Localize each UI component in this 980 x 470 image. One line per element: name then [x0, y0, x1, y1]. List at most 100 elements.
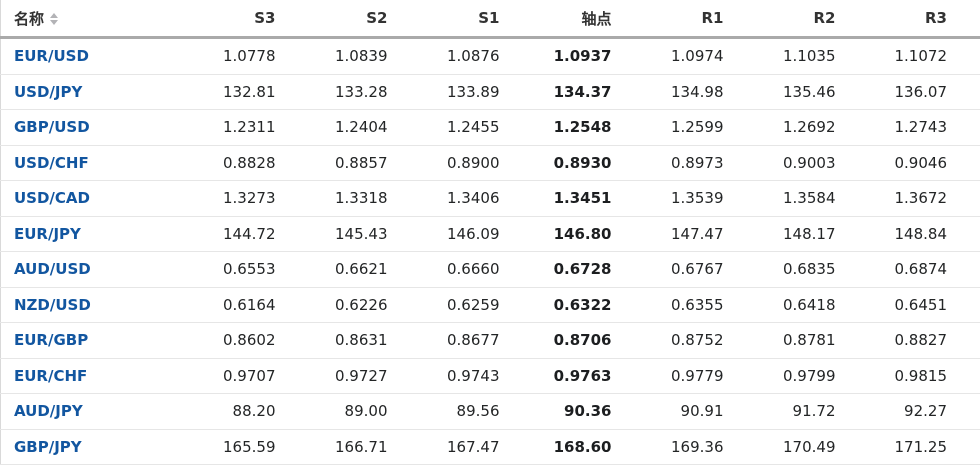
r2-value-cell: 0.9003	[756, 145, 869, 181]
pair-link[interactable]: EUR/USD	[14, 47, 89, 66]
r2-value-cell: 1.3584	[756, 180, 869, 217]
column-header-r2: R2	[756, 0, 869, 39]
r1-value-cell: 1.2599	[644, 109, 757, 146]
s2-value-cell: 1.3318	[308, 180, 421, 217]
r1-value-cell: 0.9779	[644, 358, 757, 394]
table-row: AUD/JPY 88.20 89.00 89.56 90.36 90.91 91.72 92.…	[0, 393, 980, 430]
pair-name-cell: EUR/GBP	[0, 322, 197, 359]
pair-link[interactable]: USD/CAD	[14, 189, 90, 208]
s3-value-cell: 88.20	[196, 393, 309, 430]
r1-value-cell: 0.8752	[644, 322, 757, 359]
s3-value-cell: 1.3273	[196, 180, 309, 217]
s2-value-cell: 89.00	[308, 393, 421, 430]
pivot-value-cell: 1.0937	[532, 37, 645, 75]
s2-value-cell: 0.8631	[308, 322, 421, 359]
r2-value-cell: 135.46	[756, 74, 869, 110]
pair-link[interactable]: GBP/USD	[14, 118, 90, 137]
r3-value-cell: 0.8827	[868, 322, 980, 359]
r3-value-cell: 0.9046	[868, 145, 980, 181]
s2-value-cell: 0.9727	[308, 358, 421, 394]
pair-name-cell: USD/CHF	[0, 145, 197, 181]
s2-value-cell: 145.43	[308, 216, 421, 252]
s1-value-cell: 146.09	[420, 216, 533, 252]
pivot-value-cell: 90.36	[532, 393, 645, 430]
table-body: EUR/USD 1.0778 1.0839 1.0876 1.0937 1.0974 1.1…	[0, 37, 980, 465]
table-row: GBP/JPY 165.59 166.71 167.47 168.60 169.36 170…	[0, 429, 980, 465]
r3-value-cell: 0.9815	[868, 358, 980, 394]
pivot-value-cell: 0.9763	[532, 358, 645, 394]
s2-value-cell: 1.2404	[308, 109, 421, 146]
pair-name-cell: EUR/JPY	[0, 216, 197, 252]
pivot-value-cell: 1.2548	[532, 109, 645, 146]
s1-value-cell: 0.8677	[420, 322, 533, 359]
r1-value-cell: 0.8973	[644, 145, 757, 181]
r2-value-cell: 170.49	[756, 429, 869, 465]
pair-link[interactable]: EUR/JPY	[14, 224, 81, 243]
pivot-value-cell: 1.3451	[532, 180, 645, 217]
r3-value-cell: 148.84	[868, 216, 980, 252]
pair-name-cell: GBP/USD	[0, 109, 197, 146]
s1-value-cell: 1.0876	[420, 37, 533, 75]
column-header-r3: R3	[868, 0, 980, 39]
s3-value-cell: 0.6553	[196, 251, 309, 288]
r2-value-cell: 1.1035	[756, 37, 869, 75]
s1-value-cell: 0.6259	[420, 287, 533, 323]
table-row: USD/CHF 0.8828 0.8857 0.8900 0.8930 0.8973 0.9…	[0, 145, 980, 181]
r1-value-cell: 134.98	[644, 74, 757, 110]
table-row: USD/JPY 132.81 133.28 133.89 134.37 134.98 135…	[0, 74, 980, 110]
pair-link[interactable]: EUR/GBP	[14, 331, 89, 350]
pair-link[interactable]: GBP/JPY	[14, 437, 82, 456]
s2-value-cell: 0.6621	[308, 251, 421, 288]
s3-value-cell: 0.8828	[196, 145, 309, 181]
r1-value-cell: 1.0974	[644, 37, 757, 75]
pivot-value-cell: 0.6322	[532, 287, 645, 323]
table-row: USD/CAD 1.3273 1.3318 1.3406 1.3451 1.3539 1.3…	[0, 180, 980, 217]
s3-value-cell: 165.59	[196, 429, 309, 465]
s3-value-cell: 144.72	[196, 216, 309, 252]
r1-value-cell: 1.3539	[644, 180, 757, 217]
s3-value-cell: 132.81	[196, 74, 309, 110]
column-header-name[interactable]: 名称	[0, 0, 197, 39]
table-row: GBP/USD 1.2311 1.2404 1.2455 1.2548 1.2599 1.2…	[0, 109, 980, 146]
pair-link[interactable]: NZD/USD	[14, 295, 91, 314]
r3-value-cell: 0.6451	[868, 287, 980, 323]
sort-arrows-icon[interactable]	[50, 13, 59, 25]
s2-value-cell: 0.6226	[308, 287, 421, 323]
s1-value-cell: 1.3406	[420, 180, 533, 217]
s3-value-cell: 0.9707	[196, 358, 309, 394]
column-header-s3: S3	[196, 0, 309, 39]
table-row: EUR/JPY 144.72 145.43 146.09 146.80 147.47 148…	[0, 216, 980, 252]
r1-value-cell: 0.6355	[644, 287, 757, 323]
r3-value-cell: 171.25	[868, 429, 980, 465]
pivot-value-cell: 0.8706	[532, 322, 645, 359]
column-header-name-label: 名称	[14, 9, 45, 28]
column-header-s2: S2	[308, 0, 421, 39]
pivot-value-cell: 134.37	[532, 74, 645, 110]
column-header-pivot: 轴点	[532, 0, 645, 39]
pivot-value-cell: 168.60	[532, 429, 645, 465]
pair-link[interactable]: EUR/CHF	[14, 366, 88, 385]
pair-name-cell: NZD/USD	[0, 287, 197, 323]
r2-value-cell: 0.9799	[756, 358, 869, 394]
r3-value-cell: 1.2743	[868, 109, 980, 146]
r2-value-cell: 0.6835	[756, 251, 869, 288]
r1-value-cell: 90.91	[644, 393, 757, 430]
s2-value-cell: 166.71	[308, 429, 421, 465]
table-header: 名称 S3 S2 S1 轴点 R1 R2 R3	[0, 0, 980, 39]
r3-value-cell: 92.27	[868, 393, 980, 430]
pair-name-cell: AUD/JPY	[0, 393, 197, 430]
pair-link[interactable]: USD/JPY	[14, 82, 83, 101]
pivot-value-cell: 0.8930	[532, 145, 645, 181]
pair-link[interactable]: AUD/USD	[14, 260, 91, 279]
pivot-value-cell: 0.6728	[532, 251, 645, 288]
s1-value-cell: 1.2455	[420, 109, 533, 146]
table-row: EUR/CHF 0.9707 0.9727 0.9743 0.9763 0.9779 0.9…	[0, 358, 980, 394]
r3-value-cell: 136.07	[868, 74, 980, 110]
column-header-s1: S1	[420, 0, 533, 39]
table-row: EUR/USD 1.0778 1.0839 1.0876 1.0937 1.0974 1.1…	[0, 37, 980, 75]
pair-link[interactable]: USD/CHF	[14, 153, 89, 172]
s3-value-cell: 1.0778	[196, 37, 309, 75]
pair-link[interactable]: AUD/JPY	[14, 402, 83, 421]
